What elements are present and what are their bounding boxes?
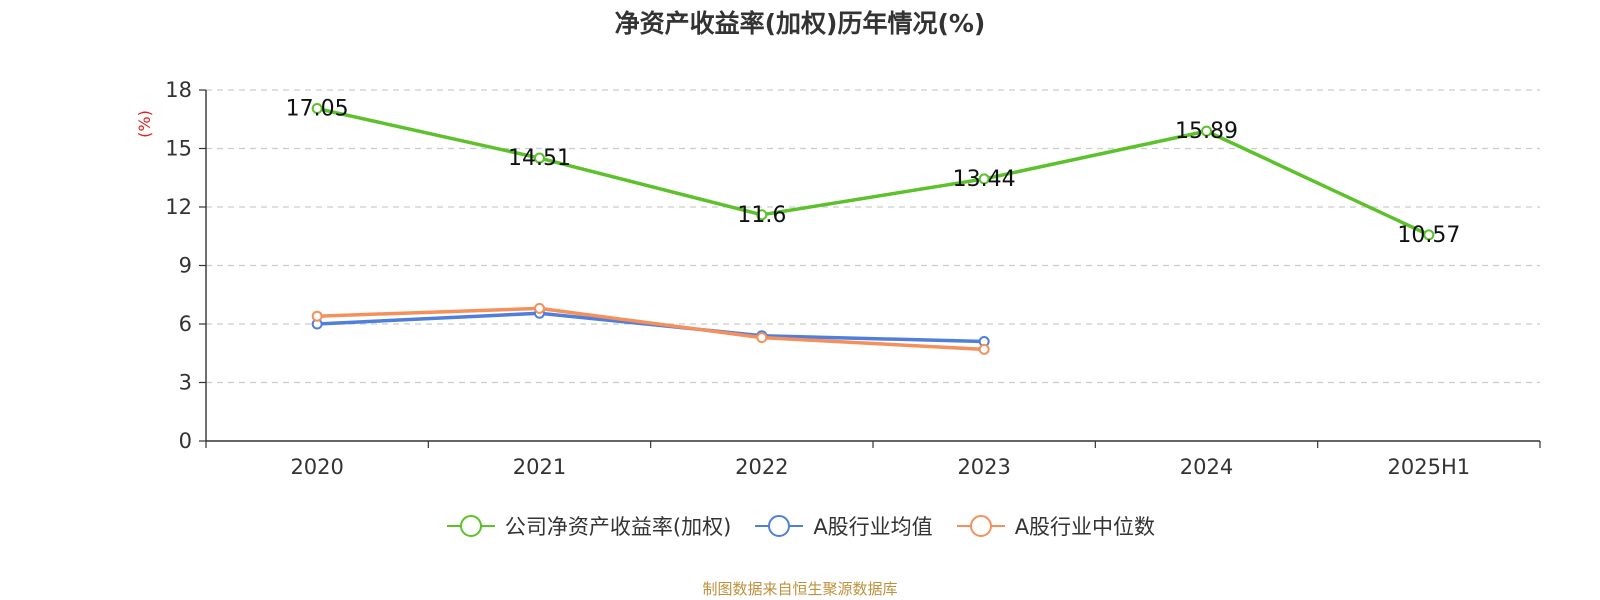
source-note: 制图数据来自恒生聚源数据库 — [702, 580, 898, 598]
legend-label: A股行业中位数 — [1014, 515, 1156, 539]
chart-title: 净资产收益率(加权)历年情况(%) — [614, 9, 986, 38]
legend-item[interactable]: A股行业中位数 — [955, 511, 1155, 541]
legend-label: 公司净资产收益率(加权) — [504, 515, 732, 539]
legend-label: A股行业均值 — [813, 515, 933, 539]
x-tick-label: 2020 — [290, 455, 343, 479]
data-point — [311, 103, 323, 115]
y-tick-label: 15 — [165, 137, 192, 161]
x-tick-label: 2023 — [957, 455, 1010, 479]
y-tick-label: 3 — [179, 371, 192, 395]
data-point — [756, 209, 768, 221]
series-lines — [311, 103, 1435, 355]
x-tick-label: 2025H1 — [1388, 455, 1471, 479]
legend-line-circle-icon — [956, 515, 1005, 537]
data-label: 17.05 — [286, 97, 349, 122]
data-point — [1201, 125, 1212, 137]
data-point — [1423, 229, 1435, 241]
data-point — [978, 173, 990, 185]
data-point — [534, 152, 545, 164]
x-tick-label: 2022 — [735, 455, 788, 479]
y-tick-label: 12 — [165, 195, 192, 219]
data-label: 11.6 — [737, 203, 786, 228]
y-tick-label: 0 — [179, 429, 192, 453]
data-point — [311, 310, 323, 322]
y-axis-label: (%) — [135, 110, 154, 138]
x-tick-label: 2021 — [513, 455, 566, 479]
data-label: 10.57 — [1397, 223, 1460, 248]
data-label: 13.44 — [953, 167, 1016, 192]
data-point — [534, 302, 545, 314]
grid-lines — [206, 89, 1540, 384]
y-tick-label: 9 — [179, 254, 192, 278]
series-line-2 — [317, 306, 985, 352]
legend-item[interactable]: 公司净资产收益率(加权) — [445, 511, 731, 541]
legend-line-circle-icon — [755, 515, 804, 537]
legend-line-circle-icon — [446, 515, 495, 537]
data-labels: 17.05 14.51 11.6 13.44 15.89 10.57 — [286, 97, 1461, 248]
legend-item[interactable]: A股行业均值 — [753, 511, 933, 541]
data-point — [978, 343, 990, 355]
series-line-1 — [317, 311, 985, 344]
series-line-0 — [316, 106, 1430, 237]
axes: 0 3 6 9 12 15 18 2020 2021 2022 2023 2024 2025H1 (%) — [135, 78, 1541, 479]
data-label: 15.89 — [1175, 119, 1238, 144]
y-tick-label: 18 — [165, 78, 192, 102]
data-label: 14.51 — [508, 146, 571, 171]
data-point — [756, 332, 768, 344]
legend: 公司净资产收益率(加权) A股行业均值 A股行业中位数 — [0, 511, 1600, 541]
x-tick-label: 2024 — [1180, 455, 1233, 479]
y-tick-label: 6 — [179, 312, 192, 336]
